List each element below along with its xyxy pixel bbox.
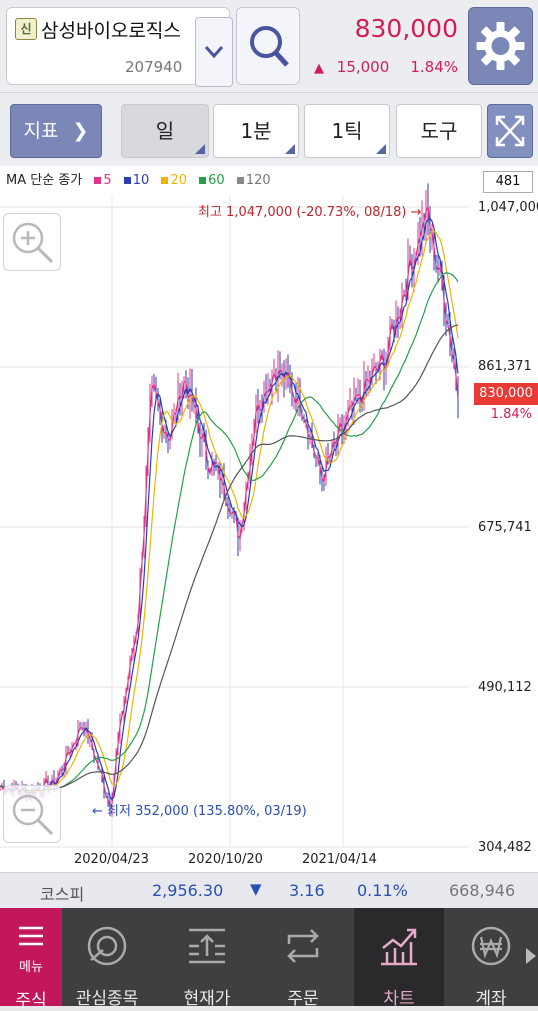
tools-label: 도구 bbox=[420, 119, 458, 143]
price-change: ▲ 15,000 1.84% bbox=[314, 58, 458, 76]
period-minute-button[interactable]: 1분 bbox=[213, 104, 299, 158]
corner-marker-icon bbox=[285, 144, 295, 154]
price-series bbox=[0, 183, 459, 818]
high-annotation: 최고 1,047,000 (-20.73%, 08/18) → bbox=[198, 205, 422, 220]
price-list-icon bbox=[189, 928, 225, 964]
price-chart[interactable]: MA 단순 종가 5 10 20 60 120 481 1,047,000 86… bbox=[0, 166, 538, 872]
nav-current-price[interactable]: 현재가 bbox=[162, 908, 252, 1009]
credit-badge: 신 bbox=[15, 18, 37, 40]
index-value: 2,956.30 bbox=[152, 881, 224, 900]
ma-5-line bbox=[0, 206, 459, 808]
header: 신 삼성바이오로직스 207940 830,000 ▲ 15,000 1.84% bbox=[0, 0, 538, 92]
ma-10-line bbox=[0, 217, 459, 802]
chart-toolbar: 지표 ❯ 일 1분 1틱 도구 bbox=[0, 92, 538, 167]
indicator-label: 지표 bbox=[23, 120, 59, 142]
x-label-3: 2021/04/14 bbox=[302, 852, 377, 867]
x-label-1: 2020/04/23 bbox=[74, 852, 149, 867]
settings-button[interactable] bbox=[468, 7, 533, 85]
ma-5-label: 5 bbox=[103, 173, 112, 188]
nav-current-price-label: 현재가 bbox=[183, 989, 231, 1009]
won-coin-icon bbox=[471, 926, 511, 966]
corner-marker-icon bbox=[195, 144, 205, 154]
chevron-right-icon: ❯ bbox=[72, 120, 89, 142]
menu-label: 메뉴 bbox=[19, 960, 43, 975]
favorites-icon bbox=[87, 926, 127, 966]
order-exchange-icon bbox=[287, 929, 319, 963]
nav-stock-label: 주식 bbox=[15, 991, 47, 1011]
current-price: 830,000 bbox=[354, 14, 458, 43]
low-annotation: ← 최저 352,000 (135.80%, 03/19) bbox=[92, 804, 307, 819]
gear-icon bbox=[476, 22, 525, 70]
y-label-5: 304,482 bbox=[478, 840, 532, 855]
index-percent: 0.11% bbox=[357, 881, 408, 900]
ma-120-line bbox=[0, 324, 459, 792]
stock-selector[interactable]: 신 삼성바이오로직스 207940 bbox=[6, 7, 233, 87]
ma-60-line bbox=[0, 272, 459, 792]
chart-canvas bbox=[0, 183, 470, 848]
up-arrow-icon: ▲ bbox=[314, 61, 324, 76]
period-day-label: 일 bbox=[155, 119, 175, 143]
gridlines bbox=[0, 196, 470, 848]
nav-account[interactable]: 계좌 bbox=[446, 908, 536, 1009]
ma-20-swatch bbox=[161, 177, 169, 184]
period-minute-label: 1분 bbox=[240, 119, 272, 143]
ma-60-label: 60 bbox=[208, 173, 225, 188]
index-volume: 668,946 bbox=[449, 881, 516, 900]
zoom-in-icon bbox=[12, 222, 54, 264]
period-tick-button[interactable]: 1틱 bbox=[304, 104, 390, 158]
y-label-2: 861,371 bbox=[478, 359, 532, 374]
expand-icon bbox=[495, 115, 525, 147]
y-label-4: 490,112 bbox=[478, 680, 532, 695]
nav-favorites-label: 관심종목 bbox=[75, 989, 139, 1009]
down-arrow-icon: ▼ bbox=[250, 880, 262, 898]
stock-code: 207940 bbox=[125, 58, 183, 76]
index-name: 코스피 bbox=[40, 885, 85, 904]
visible-count-box[interactable]: 481 bbox=[483, 171, 533, 193]
index-ticker-bar[interactable]: 코스피 2,956.30 ▼ 3.16 0.11% 668,946 bbox=[0, 872, 538, 909]
current-percent-tag: 1.84% bbox=[490, 407, 532, 422]
y-label-3: 675,741 bbox=[478, 520, 532, 535]
hamburger-icon bbox=[19, 926, 43, 946]
index-change: 3.16 bbox=[289, 881, 325, 900]
nav-chart[interactable]: 차트 bbox=[354, 908, 444, 1009]
tools-button[interactable]: 도구 bbox=[396, 104, 482, 158]
period-tick-label: 1틱 bbox=[331, 119, 363, 143]
nav-chart-label: 차트 bbox=[383, 989, 415, 1009]
nav-order-label: 주문 bbox=[287, 989, 319, 1009]
ma-20-label: 20 bbox=[170, 173, 188, 188]
chart-icon bbox=[381, 928, 417, 966]
nav-order[interactable]: 주문 bbox=[258, 908, 348, 1009]
search-button[interactable] bbox=[236, 7, 300, 85]
ma-10-label: 10 bbox=[132, 173, 150, 188]
stock-name: 삼성바이오로직스 bbox=[41, 20, 181, 42]
ma-legend: MA 단순 종가 5 10 20 60 120 bbox=[6, 169, 271, 188]
ma-60-swatch bbox=[199, 177, 207, 184]
change-percent: 1.84% bbox=[410, 58, 458, 76]
zoom-out-icon bbox=[12, 794, 54, 836]
ma-120-swatch bbox=[236, 177, 244, 184]
nav-account-label: 계좌 bbox=[475, 989, 507, 1009]
zoom-in-button[interactable] bbox=[3, 213, 61, 271]
search-icon bbox=[250, 26, 289, 67]
fullscreen-button[interactable] bbox=[487, 104, 533, 158]
change-amount: 15,000 bbox=[336, 58, 390, 76]
ma-120-label: 120 bbox=[245, 173, 271, 188]
scroll-right-icon[interactable] bbox=[526, 948, 536, 964]
menu-button[interactable]: 메뉴 주식 bbox=[0, 908, 62, 1011]
stock-dropdown-button[interactable] bbox=[195, 17, 233, 87]
ma-10-swatch bbox=[123, 177, 131, 184]
corner-marker-icon bbox=[376, 144, 386, 154]
zoom-out-button[interactable] bbox=[3, 785, 61, 843]
period-day-button[interactable]: 일 bbox=[121, 104, 209, 158]
nav-favorites[interactable]: 관심종목 bbox=[62, 908, 152, 1009]
bottom-navigation: 메뉴 주식 관심종목 현재가 주문 bbox=[0, 908, 538, 1011]
y-label-1: 1,047,000 bbox=[478, 200, 538, 215]
ma-legend-title: MA 단순 종가 bbox=[6, 173, 83, 188]
ma-5-swatch bbox=[94, 177, 102, 184]
current-price-tag: 830,000 bbox=[474, 383, 538, 405]
chevron-down-icon bbox=[204, 46, 224, 59]
x-label-2: 2020/10/20 bbox=[188, 852, 263, 867]
indicator-button[interactable]: 지표 ❯ bbox=[10, 104, 102, 158]
ma-20-line bbox=[0, 229, 459, 793]
